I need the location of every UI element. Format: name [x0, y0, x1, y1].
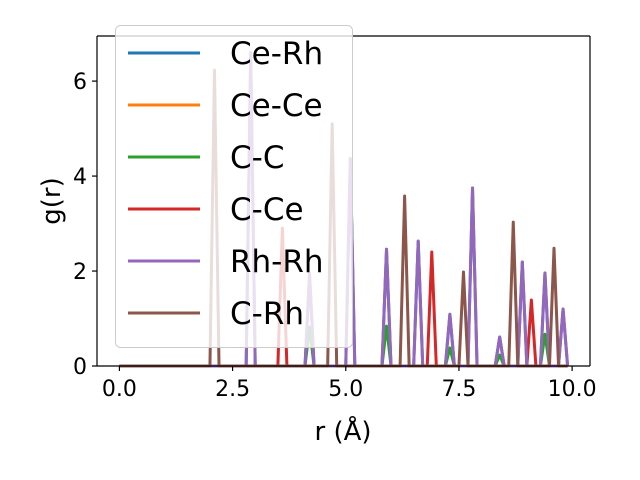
- y-tick-label: 6: [73, 70, 87, 95]
- x-tick-label: 0.0: [102, 377, 137, 402]
- axes: 0.0 2.5 5.0 7.5 10.0 0 2 4 6: [73, 35, 597, 402]
- legend-label: C-C: [230, 140, 284, 176]
- legend-item-c-rh: C-Rh: [128, 296, 304, 332]
- legend-label: Ce-Ce: [230, 88, 323, 124]
- legend-item-rh-rh: Rh-Rh: [128, 244, 324, 280]
- x-tick-label: 7.5: [441, 377, 476, 402]
- y-axis-label: g(r): [37, 177, 67, 224]
- legend: Ce-Rh Ce-Ce C-C C-Ce Rh-Rh C-Rh: [115, 25, 353, 348]
- y-tick-label: 0: [73, 355, 87, 380]
- x-tick-label: 10.0: [548, 377, 597, 402]
- x-tick-label: 5.0: [328, 377, 363, 402]
- x-axis-label: r (Å): [314, 415, 371, 447]
- legend-item-c-ce: C-Ce: [128, 192, 304, 228]
- legend-label: C-Ce: [230, 192, 304, 228]
- legend-item-c-c: C-C: [128, 140, 284, 176]
- x-tick-label: 2.5: [215, 377, 250, 402]
- legend-label: Ce-Rh: [230, 36, 323, 72]
- legend-item-ce-ce: Ce-Ce: [128, 88, 323, 124]
- y-tick-label: 4: [73, 165, 87, 190]
- legend-item-ce-rh: Ce-Rh: [128, 36, 323, 72]
- y-tick-label: 2: [73, 260, 87, 285]
- legend-label: C-Rh: [230, 296, 304, 332]
- legend-label: Rh-Rh: [230, 244, 324, 280]
